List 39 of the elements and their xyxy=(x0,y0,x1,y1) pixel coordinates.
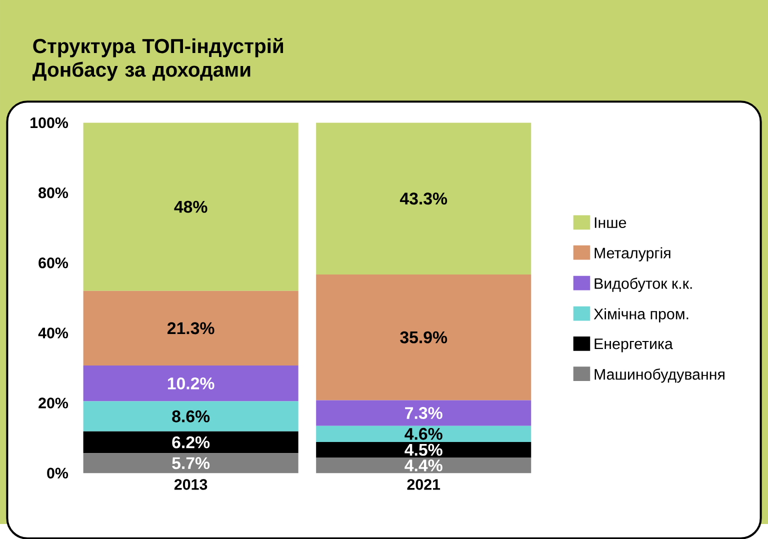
data-label: 48% xyxy=(174,200,208,213)
bar xyxy=(83,290,298,366)
bar xyxy=(83,431,298,453)
bar xyxy=(316,458,532,473)
data-label: 43.3% xyxy=(400,192,448,204)
data-label: 4.6% xyxy=(404,428,442,440)
bar xyxy=(316,426,532,442)
y-tick-label: 0% xyxy=(47,468,68,478)
data-label: 10.2% xyxy=(168,377,214,390)
legend-label: Металургія xyxy=(594,247,670,262)
y-tick-label: 100% xyxy=(30,117,68,128)
data-label: 6.2% xyxy=(172,436,210,448)
bar xyxy=(83,401,298,432)
legend-label: Енергетика xyxy=(594,338,673,352)
bar xyxy=(83,452,298,473)
bar xyxy=(83,365,298,402)
legend-label: Хімічна пром. xyxy=(594,308,688,322)
data-label: 8.6% xyxy=(172,410,210,422)
y-tick-label: 40% xyxy=(38,327,68,338)
bar xyxy=(316,400,532,426)
chart-title: Структура ТОП-індустрій Донбасу за доходами xyxy=(32,38,284,81)
data-label: 5.7% xyxy=(172,456,210,469)
legend-label: Видобуток к.к. xyxy=(594,277,692,292)
bar xyxy=(83,122,298,291)
data-label: 4.4% xyxy=(404,459,442,472)
bar xyxy=(316,274,532,400)
data-label: 35.9% xyxy=(400,331,448,344)
x-tick-label: 2021 xyxy=(407,478,440,490)
legend-label: Машинобудування xyxy=(594,368,724,383)
bar xyxy=(316,442,532,458)
y-tick-label: 80% xyxy=(38,187,68,198)
data-label: 7.3% xyxy=(405,406,442,419)
y-tick-label: 60% xyxy=(38,257,68,268)
bar xyxy=(316,122,532,274)
data-label: 21.3% xyxy=(167,322,214,334)
data-label: 4.5% xyxy=(404,444,442,456)
x-tick-label: 2013 xyxy=(174,478,208,490)
legend-label: Інше xyxy=(594,217,626,228)
y-tick-label: 20% xyxy=(38,397,68,408)
